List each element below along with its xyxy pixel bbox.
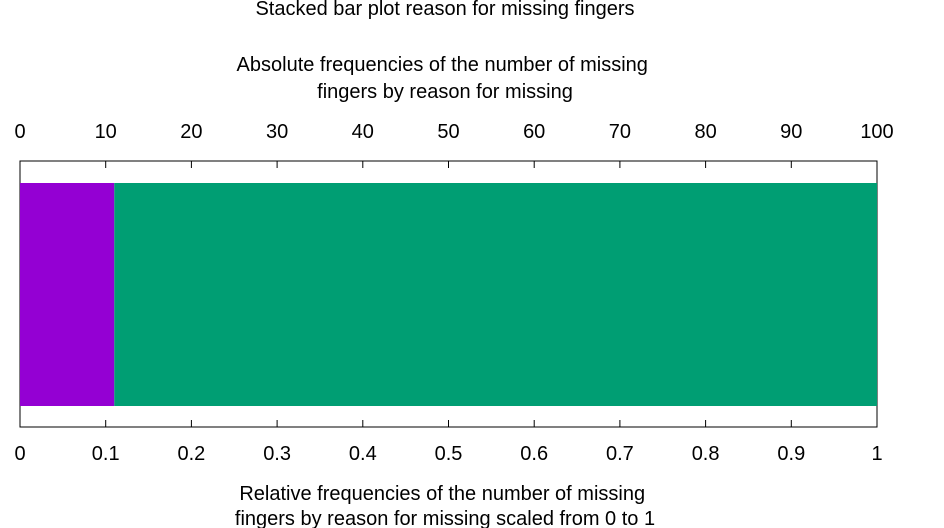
bottom-axis-label: Relative frequencies of the number of mi… [235,483,655,528]
bottom-tick-label: 0.3 [263,443,291,465]
bottom-tick-label: 0.4 [349,443,377,465]
bottom-tick-label: 0.6 [520,443,548,465]
top-tick-label: 70 [609,121,631,143]
bar-segments [20,183,877,406]
bottom-tick-label: 0.9 [777,443,805,465]
top-tick-label: 0 [14,121,25,143]
bottom-axis-label-line-1: Relative frequencies of the number of mi… [239,483,645,505]
bottom-tick-label: 0.1 [92,443,120,465]
bottom-tick-label: 1 [871,443,882,465]
top-axis-label-line-2: fingers by reason for missing [317,81,573,103]
bottom-axis-label-line-2: fingers by reason for missing scaled fro… [235,508,655,528]
top-tick-label: 60 [523,121,545,143]
bottom-axis-ticks: 0 0.1 0.2 0.3 0.4 0.5 0.6 0.7 0.8 0.9 1 [14,443,882,465]
top-axis-label: Absolute frequencies of the number of mi… [237,54,654,103]
top-tick-label: 100 [860,121,893,143]
bar-segment-2 [114,183,877,406]
top-axis-label-line-1: Absolute frequencies of the number of mi… [237,54,648,76]
top-tick-label: 80 [694,121,716,143]
top-tick-label: 20 [180,121,202,143]
top-tick-label: 90 [780,121,802,143]
bottom-tick-label: 0.2 [177,443,205,465]
bottom-tick-label: 0.7 [606,443,634,465]
top-tick-label: 40 [352,121,374,143]
bottom-tick-label: 0 [14,443,25,465]
bottom-tick-label: 0.5 [435,443,463,465]
bar-segment-1 [20,183,115,406]
top-tick-label: 50 [437,121,459,143]
top-tick-label: 10 [95,121,117,143]
top-tick-label: 30 [266,121,288,143]
bottom-tick-label: 0.8 [692,443,720,465]
top-axis-ticks: 0 10 20 30 40 50 60 70 80 90 100 [14,121,894,427]
chart-title: Stacked bar plot reason for missing fing… [255,0,634,20]
